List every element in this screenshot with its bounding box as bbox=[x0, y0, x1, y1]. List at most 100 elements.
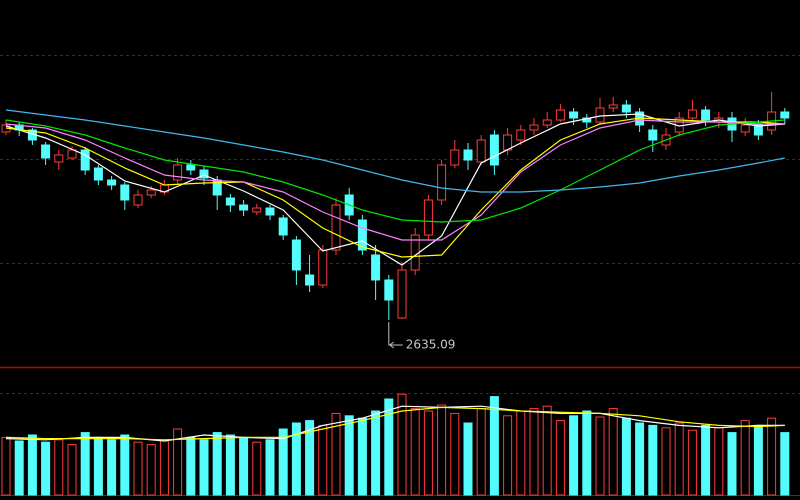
volume-bar bbox=[291, 422, 301, 496]
volume-bar bbox=[423, 410, 433, 496]
candle-body bbox=[608, 104, 618, 109]
volume-bar bbox=[1, 436, 11, 496]
candle-body bbox=[357, 219, 367, 251]
volume-bar bbox=[714, 427, 724, 496]
volume-bar bbox=[384, 398, 394, 496]
candle-body bbox=[569, 111, 579, 119]
candle-body bbox=[318, 249, 328, 286]
candle-body bbox=[450, 149, 460, 166]
volume-bar bbox=[753, 424, 763, 496]
volume-bar bbox=[212, 432, 222, 496]
volume-bar bbox=[146, 444, 156, 496]
volume-bar bbox=[357, 417, 367, 496]
candle-body bbox=[687, 109, 697, 119]
volume-bar bbox=[608, 408, 618, 496]
candle-body bbox=[173, 164, 183, 181]
volume-bar bbox=[397, 393, 407, 496]
volume-bar bbox=[529, 408, 539, 496]
candle-body bbox=[107, 179, 117, 186]
volume-bar bbox=[648, 424, 658, 496]
volume-bar bbox=[661, 427, 671, 496]
candle-body bbox=[555, 109, 565, 121]
candle-body bbox=[463, 149, 473, 161]
candle-body bbox=[67, 149, 77, 159]
candle-body bbox=[252, 207, 262, 213]
candle-body bbox=[384, 279, 394, 301]
candle-body bbox=[331, 204, 341, 251]
candle-body bbox=[305, 274, 315, 286]
candle-body bbox=[239, 204, 249, 211]
candle-body bbox=[146, 189, 156, 196]
candle-body bbox=[371, 254, 381, 281]
candle-body bbox=[529, 124, 539, 131]
candle-body bbox=[423, 199, 433, 236]
volume-bar bbox=[595, 416, 605, 496]
volume-bar bbox=[120, 434, 130, 496]
volume-bar bbox=[265, 439, 275, 496]
moving-average-line bbox=[5, 109, 785, 193]
candle-body bbox=[648, 129, 658, 141]
volume-average-line bbox=[5, 406, 785, 441]
volume-bar bbox=[635, 422, 645, 496]
annotation-arrow bbox=[388, 341, 395, 349]
volume-bar bbox=[344, 415, 354, 496]
volume-bar bbox=[252, 441, 262, 496]
candle-body bbox=[41, 144, 51, 159]
volume-bar bbox=[740, 420, 750, 496]
volume-bar bbox=[159, 440, 169, 496]
volume-bar bbox=[305, 420, 315, 496]
volume-bar bbox=[503, 415, 513, 496]
volume-bar bbox=[14, 440, 24, 496]
volume-bar bbox=[555, 420, 565, 496]
candle-body bbox=[753, 124, 763, 136]
moving-average-line bbox=[5, 113, 785, 266]
volume-bar bbox=[27, 434, 37, 496]
volume-bar bbox=[173, 428, 183, 496]
volume-bar bbox=[278, 428, 288, 496]
volume-bar bbox=[371, 410, 381, 496]
volume-bar bbox=[80, 432, 90, 496]
candle-body bbox=[265, 207, 275, 216]
candle-body bbox=[621, 104, 631, 113]
candle-body bbox=[542, 119, 552, 126]
volume-bar bbox=[186, 436, 196, 496]
annotation-leader bbox=[388, 321, 403, 346]
volume-bar bbox=[727, 432, 737, 496]
candle-body bbox=[780, 111, 790, 119]
volume-bar bbox=[107, 439, 117, 496]
volume-bar bbox=[542, 405, 552, 496]
candle-body bbox=[199, 169, 209, 179]
volume-bar bbox=[489, 396, 499, 496]
volume-bar bbox=[410, 408, 420, 496]
volume-bar bbox=[463, 422, 473, 496]
candle-body bbox=[437, 164, 447, 201]
volume-bar bbox=[133, 441, 143, 496]
volume-bar bbox=[450, 412, 460, 496]
volume-bar bbox=[54, 439, 64, 496]
moving-average-line bbox=[5, 117, 785, 258]
volume-bar bbox=[93, 436, 103, 496]
candle-body bbox=[595, 107, 605, 123]
moving-average-line bbox=[5, 119, 785, 241]
candle-body bbox=[291, 239, 301, 271]
volume-bar bbox=[41, 441, 51, 496]
candle-body bbox=[186, 164, 196, 171]
moving-average-line bbox=[5, 119, 785, 223]
candle-body bbox=[397, 269, 407, 319]
volume-bar bbox=[767, 417, 777, 496]
volume-bar bbox=[582, 410, 592, 496]
volume-bar bbox=[687, 429, 697, 496]
volume-bar bbox=[331, 412, 341, 496]
volume-bar bbox=[701, 424, 711, 496]
volume-bar bbox=[318, 424, 328, 496]
annotation-label: 2635.09 bbox=[406, 338, 456, 352]
volume-bar bbox=[569, 415, 579, 496]
candle-body bbox=[80, 149, 90, 171]
volume-bar bbox=[67, 444, 77, 496]
volume-bar bbox=[225, 434, 235, 496]
candle-body bbox=[740, 124, 750, 133]
candle-body bbox=[120, 184, 130, 201]
candle-body bbox=[278, 217, 288, 236]
volume-bar bbox=[780, 432, 790, 496]
